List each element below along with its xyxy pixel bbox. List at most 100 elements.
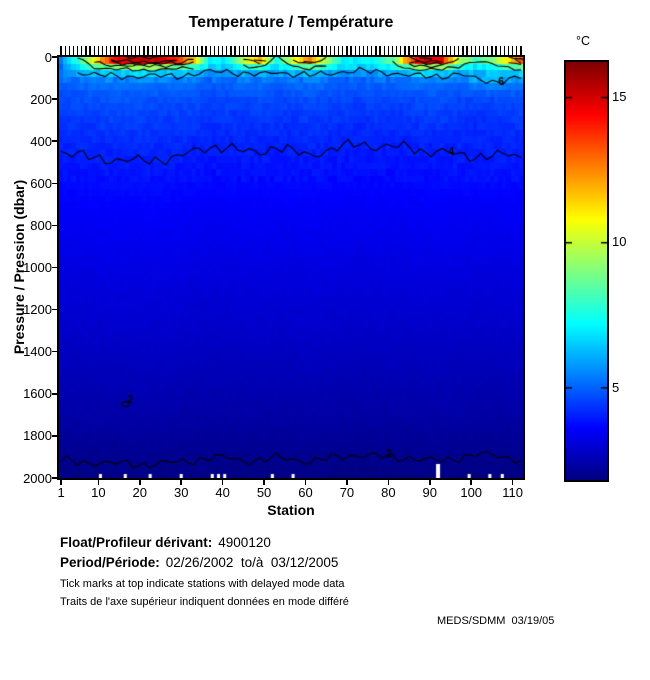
delayed-mode-tick <box>143 46 145 55</box>
delayed-mode-tick <box>487 46 489 55</box>
delayed-mode-tick <box>72 46 75 55</box>
float-label: Float/Profileur dérivant: <box>60 535 213 550</box>
x-axis-tick <box>180 480 182 485</box>
x-tick-label: 20 <box>132 485 148 500</box>
x-tick-label: 10 <box>91 485 106 500</box>
delayed-mode-tick <box>412 46 414 55</box>
delayed-mode-tick <box>342 46 344 55</box>
delayed-mode-tick <box>400 46 402 55</box>
delayed-mode-tick <box>130 46 133 55</box>
delayed-mode-tick <box>367 46 369 55</box>
delayed-mode-tick <box>176 46 178 55</box>
temperature-section-canvas <box>59 57 523 478</box>
delayed-mode-tick <box>454 46 456 55</box>
footer-note-fr: Traits de l'axe supérieur indiquent donn… <box>60 596 349 608</box>
x-axis-tick <box>263 480 265 485</box>
delayed-mode-tick <box>126 46 128 55</box>
delayed-mode-tick <box>416 46 418 55</box>
delayed-mode-tick <box>101 46 104 55</box>
delayed-mode-tick <box>242 46 244 55</box>
y-tick-label: 200 <box>30 91 52 107</box>
delayed-mode-tick <box>85 46 87 55</box>
delayed-mode-tick <box>118 46 120 55</box>
x-axis-tick <box>346 480 348 485</box>
x-axis-tick <box>511 480 514 485</box>
x-tick-label: 110 <box>502 485 523 500</box>
y-tick-label: 0 <box>44 49 52 65</box>
delayed-mode-tick <box>466 46 468 55</box>
y-axis-tick <box>52 266 57 269</box>
x-axis-tick <box>387 480 390 485</box>
y-tick-label: 1400 <box>23 344 52 360</box>
delayed-mode-tick <box>325 46 327 55</box>
delayed-mode-tick <box>404 46 406 55</box>
y-axis-tick <box>52 308 57 311</box>
delayed-mode-tick <box>77 46 79 55</box>
x-tick-label: 90 <box>422 485 438 500</box>
x-axis-tick <box>139 480 141 485</box>
delayed-mode-tick <box>300 46 302 55</box>
delayed-mode-tick <box>338 46 340 55</box>
credit-text: MEDS/SDMM 03/19/05 <box>437 615 555 627</box>
delayed-mode-tick <box>267 46 269 55</box>
y-axis-tick <box>52 56 57 58</box>
x-tick-label: 70 <box>339 485 355 500</box>
x-tick-label: 30 <box>173 485 189 500</box>
x-tick-label: 100 <box>460 485 483 500</box>
delayed-mode-tick <box>275 46 278 55</box>
delayed-mode-tick <box>246 46 249 55</box>
delayed-mode-tick <box>296 46 298 55</box>
delayed-mode-tick <box>313 46 315 55</box>
delayed-mode-tick <box>350 46 352 55</box>
x-tick-label: 60 <box>298 485 313 500</box>
y-axis-tick <box>52 393 57 395</box>
delayed-mode-tick <box>321 46 323 55</box>
delayed-mode-tick <box>483 46 485 55</box>
delayed-mode-tick <box>292 46 294 55</box>
delayed-mode-tick <box>201 46 203 55</box>
delayed-mode-tick <box>462 46 464 55</box>
x-axis-label: Station <box>267 502 315 518</box>
delayed-mode-tick <box>81 46 83 55</box>
x-axis-tick <box>429 480 431 485</box>
delayed-mode-tick <box>164 46 166 55</box>
x-axis-tick <box>60 480 62 485</box>
delayed-mode-tick <box>499 46 501 55</box>
delayed-mode-tick <box>226 46 228 55</box>
delayed-mode-tick <box>354 46 356 55</box>
delayed-mode-tick <box>429 46 431 55</box>
float-value: 4900120 <box>218 535 271 550</box>
delayed-mode-tick <box>217 46 220 55</box>
delayed-mode-tick <box>234 46 236 55</box>
y-axis-tick <box>52 224 57 227</box>
delayed-mode-tick <box>114 46 116 55</box>
y-tick-label: 400 <box>30 133 52 149</box>
delayed-mode-tick <box>304 46 307 55</box>
x-tick-label: 40 <box>215 485 230 500</box>
delayed-mode-tick <box>383 46 385 55</box>
delayed-mode-tick <box>495 46 497 55</box>
y-tick-label: 2000 <box>23 470 52 486</box>
y-axis-tick <box>52 477 57 479</box>
delayed-mode-tick <box>155 46 157 55</box>
y-tick-label: 1800 <box>23 428 52 444</box>
colorbar-unit-label: °C <box>576 34 591 48</box>
colorbar-canvas <box>566 62 607 480</box>
delayed-mode-tick <box>188 46 191 55</box>
delayed-mode-tick <box>333 46 336 55</box>
period-label: Period/Période: <box>60 555 160 570</box>
delayed-mode-tick <box>184 46 186 55</box>
footer-period-line: Period/Période: 02/26/2002 to/à 03/12/200… <box>60 555 338 570</box>
y-axis-tick <box>52 350 57 353</box>
y-tick-label: 1200 <box>23 302 52 318</box>
delayed-mode-tick <box>68 46 70 55</box>
y-tick-label: 600 <box>30 175 52 191</box>
delayed-mode-tick <box>317 46 319 55</box>
delayed-mode-tick <box>346 46 348 55</box>
delayed-mode-tick <box>433 46 435 55</box>
y-axis-tick <box>52 435 57 437</box>
delayed-mode-tick <box>458 46 460 55</box>
delayed-mode-tick <box>288 46 290 55</box>
delayed-mode-tick <box>478 46 481 55</box>
